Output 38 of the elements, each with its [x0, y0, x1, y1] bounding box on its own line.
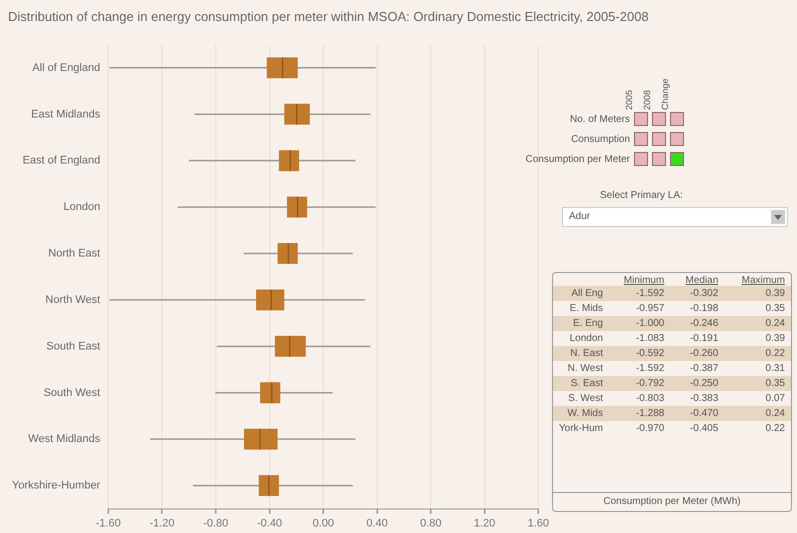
text: 2005	[623, 90, 635, 110]
y-tick-label: South West	[44, 386, 100, 399]
x-tick-label: -0.80	[203, 517, 228, 530]
y-tick-label: North East	[48, 248, 100, 260]
y-tick-label: London	[64, 201, 100, 214]
text: No. of Meters	[570, 114, 630, 124]
chart-title: Distribution of change in energy consumption per meter within MSOA: Ordinary Domestic Electricity, 2005-2008	[8, 9, 649, 24]
dropdown-field: Adur	[562, 207, 788, 227]
table-row: N. West -1.592 -0.387 0.31	[553, 361, 791, 376]
text: 2008	[641, 90, 653, 110]
y-tick-label: East of England	[22, 154, 100, 167]
x-tick-label: 0.40	[366, 517, 388, 530]
x-tick-label: 1.20	[474, 517, 496, 530]
text: Consumption	[571, 134, 630, 144]
table-row: W. Mids -1.288 -0.470 0.24	[553, 406, 791, 421]
table-row: London -1.083 -0.191 0.39	[553, 331, 791, 346]
x-tick-label: 1.60	[528, 517, 550, 530]
y-tick-label: North West	[45, 294, 100, 306]
x-tick-label: -0.40	[256, 517, 282, 530]
x-tick-label: 0.80	[420, 517, 442, 530]
table-row: S. West -0.803 -0.383 0.07	[553, 391, 791, 406]
table-row: All Eng -1.592 -0.302 0.39	[553, 286, 791, 301]
y-tick-label: All of England	[32, 62, 100, 74]
y-tick-label: South East	[46, 340, 100, 352]
y-tick-label: East Midlands	[31, 108, 101, 120]
table-row: N. East -0.592 -0.260 0.22	[553, 346, 791, 361]
table-row: E. Mids -0.957 -0.198 0.35	[553, 301, 791, 316]
text: Select Primary LA:	[600, 190, 683, 201]
x-tick-label: 0.00	[312, 517, 334, 530]
table-row: E. Eng -1.000 -0.246 0.24	[553, 316, 791, 331]
annotation: Consumption per Meter	[526, 154, 630, 164]
text: Change	[659, 78, 671, 110]
x-tick-label: -1.60	[96, 517, 121, 530]
table-row: S. East -0.792 -0.250 0.35	[553, 376, 791, 391]
y-tick-label: Yorkshire-Humber	[12, 480, 101, 492]
y-tick-label: West Midlands	[28, 433, 101, 446]
table-panel: Minimum Median Maximum All Eng -1.592 -0.302 0.39 E. Mids -0.957 -0.198 0.35 E. Eng -1.000 -0.246 0.24 London -1.083 -0.191 0.39 N. East -0.592 -0.260 0.22 N. West -1.592 -0.387 0.31 S. East -0.792 -0.250 0.35 S. West -0.803 -0.383 0.07 W. Mids -1.288 -0.470 0.24 York-Hum -0.970 -0.405 0.22 Consumption per Meter (MWh)	[552, 272, 792, 512]
x-tick-label: -1.20	[149, 517, 175, 530]
